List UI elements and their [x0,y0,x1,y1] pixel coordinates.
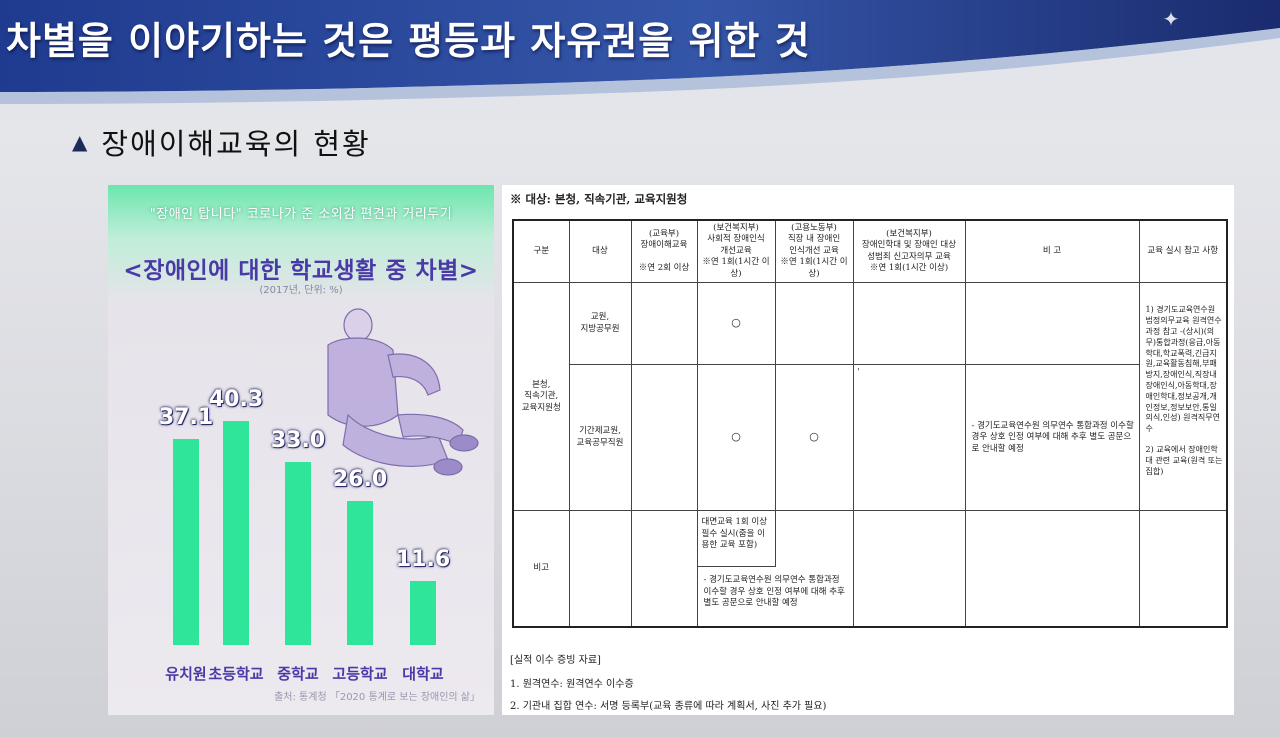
table-cell: ' [852,364,966,512]
bar-value-label: 40.3 [208,387,264,413]
section-heading-text: 장애이해교육의 현황 [101,127,371,161]
row-target: 교원, 지방공무원 [568,282,632,366]
table-cell [964,282,1140,366]
bar-초등학교 [223,421,249,645]
bigo-detail-2: - 경기도교육연수원 의무연수 통합과정 이수할 경우 상호 인정 여부에 대해… [703,575,845,609]
table-cell: ○ [696,282,776,366]
bigo-detail-1: 대면교육 1회 이상 필수 실시(줌을 이용한 교육 포함) [697,511,776,568]
bar-중학교 [285,461,311,645]
table-cell [630,282,698,366]
bar-value-label: 11.6 [395,546,451,572]
bar-value-label: 37.1 [158,404,214,430]
table-cell: ○ [774,364,854,512]
bar-category-label: 초등학교 [208,665,264,683]
arrow-bullet-icon: ▲ [72,130,88,154]
infographic-unit-note: (2017년, 단위: %) [259,285,343,296]
header-moe: (교육부) 장애이해교육 ※연 2회 이상 [630,219,698,284]
evidence-item-1: 1. 원격연수: 원격연수 이수증 [510,679,634,690]
table-cell [774,282,854,366]
bar-고등학교 [347,500,373,645]
table-cell [630,364,698,512]
bar-category-label: 고등학교 [332,665,388,683]
header-mohw-abuse: (보건복지부) 장애인학대 및 장애인 대상 성범죄 신고자의무 교육 ※연 1… [852,219,966,284]
bar-유치원 [173,438,199,645]
table-cell [1138,510,1228,628]
bar-value-label: 26.0 [332,466,388,492]
bigo-detail-cell: 대면교육 1회 이상 필수 실시(줌을 이용한 교육 포함) - 경기도교육연수… [696,510,854,628]
evidence-item-2: 2. 기관내 집합 연수: 서명 등록부(교육 종류에 따라 계획서, 사진 추… [510,701,827,712]
table-header-row: 구분 대상 (교육부) 장애이해교육 ※연 2회 이상 (보건복지부) 사회적 … [512,219,1228,284]
remark-cell: - 경기도교육연수원 의무연수 통합과정 이수할 경우 상호 인정 여부에 대해… [964,364,1140,512]
statistics-infographic: "장애인 탑니다" 코로나가 준 소외감 편견과 거리두기 <장애인에 대한 학… [108,185,494,715]
reference-cell: 1) 경기도교육연수원 법정의무교육 원격연수과정 참고 -(상시)(의무)통합… [1138,282,1228,512]
check-circle: ○ [731,316,741,330]
banner-background [0,0,1280,118]
bar-category-label: 유치원 [165,665,207,683]
title-banner: 차별을 이야기하는 것은 평등과 자유권을 위한 것 ✦ [0,0,1280,118]
guideline-document: ※ 대상: 본청, 직속기관, 교육지원청 구분 대상 (교육부) 장애이해교육… [502,185,1234,715]
bigo-label: 비고 [512,510,570,628]
table-row-bigo: 비고 대면교육 1회 이상 필수 실시(줌을 이용한 교육 포함) - 경기도교… [512,510,1228,628]
header-mohw: (보건복지부) 사회적 장애인식 개선교육 ※연 1회(1시간 이상) [696,219,776,284]
education-table: 구분 대상 (교육부) 장애이해교육 ※연 2회 이상 (보건복지부) 사회적 … [512,219,1228,628]
sitting-person-illustration [327,308,479,476]
bar-value-label: 33.0 [270,427,326,453]
section-heading: ▲ 장애이해교육의 현황 [72,120,371,164]
header-reference: 교육 실시 참고 사항 [1138,219,1228,284]
bar-category-label: 대학교 [402,665,444,683]
header-gubun: 구분 [512,219,570,284]
infographic-headline: <장애인에 대한 학교생활 중 차별> [123,258,479,284]
reference-item-1: 1) 경기도교육연수원 법정의무교육 원격연수과정 참고 -(상시)(의무)통합… [1145,305,1222,434]
table-cell [852,510,966,628]
slide-title: 차별을 이야기하는 것은 평등과 자유권을 위한 것 [6,19,811,63]
bar-category-label: 중학교 [277,665,319,683]
sparkle-icon: ✦ [1162,7,1180,31]
bar-chart: 37.1 유치원 40.3 초등학교 33.0 중학교 26.0 고등학교 11.6 대학교 [108,185,494,715]
table-cell [852,282,966,366]
table-cell [568,510,632,628]
table-row: 본청, 직속기관, 교육지원청 교원, 지방공무원 ○ 1) 경기도교육연수원 … [512,282,1228,512]
check-circle: ○ [809,430,819,444]
header-mol: (고용노동부) 직장 내 장애인 인식개선 교육 ※연 1회(1시간 이상) [774,219,854,284]
table-cell [964,510,1140,628]
reference-item-2: 2) 교육에서 장애인학대 관련 교육(원격 또는 집합) [1145,444,1223,476]
infographic-tagline: "장애인 탑니다" 코로나가 준 소외감 편견과 거리두기 [149,207,453,222]
stray-mark: ' [857,367,860,378]
header-target: 대상 [568,219,632,284]
bar-대학교 [410,580,436,645]
row-group-label: 본청, 직속기관, 교육지원청 [512,282,570,512]
table-cell [630,510,698,628]
table-cell: ○ [696,364,776,512]
table-row: 기간제교원, 교육공무직원 ○ ○ ' - 경기도교육연수원 의무연수 통합과정… [513,364,1227,512]
evidence-heading: [실적 이수 증빙 자료] [510,655,601,666]
document-heading: ※ 대상: 본청, 직속기관, 교육지원청 [510,192,688,206]
check-circle: ○ [731,430,741,444]
header-remark: 비 고 [964,219,1140,284]
row-target: 기간제교원, 교육공무직원 [568,364,632,512]
infographic-source: 출처: 통계청 「2020 통계로 보는 장애인의 삶」 [274,692,480,703]
